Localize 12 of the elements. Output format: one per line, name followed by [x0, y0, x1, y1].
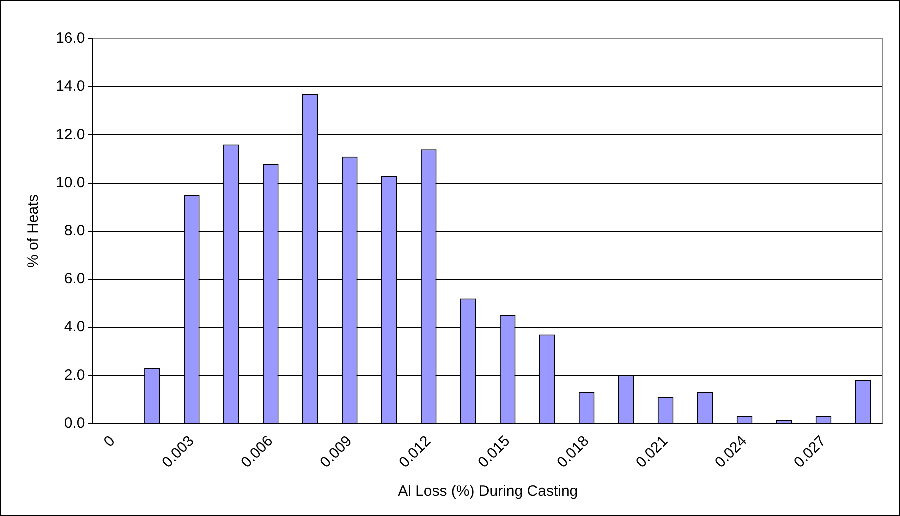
- y-tick-label: 10.0: [56, 174, 86, 192]
- y-tick-label: 0.0: [64, 414, 86, 432]
- y-tick-label: 8.0: [64, 222, 86, 240]
- y-axis-title: % of Heats: [25, 194, 42, 268]
- y-tick-label: 16.0: [56, 30, 86, 48]
- y-tick-label: 12.0: [56, 126, 86, 144]
- y-tick-label: 4.0: [64, 318, 86, 336]
- y-tick-label: 2.0: [64, 366, 86, 384]
- x-tick-label: 0: [100, 432, 119, 451]
- y-tick-label: 6.0: [64, 270, 86, 288]
- y-tick-label: 14.0: [56, 78, 86, 96]
- x-axis-title: Al Loss (%) During Casting: [398, 483, 578, 500]
